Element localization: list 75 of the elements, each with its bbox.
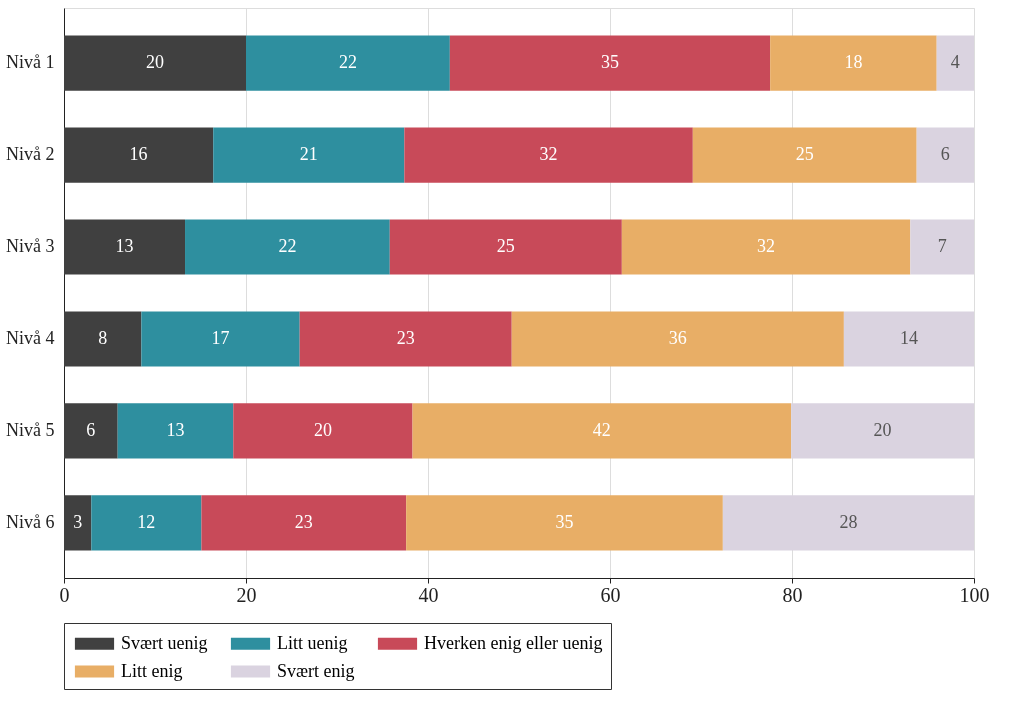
bar [910,219,974,275]
legend-label: Litt enig [121,660,183,681]
bar [449,35,771,91]
data-label: 32 [539,144,558,165]
legend-label: Svært uenig [121,632,208,653]
bar [64,35,246,91]
bar [412,403,792,459]
data-label: 13 [166,419,185,440]
bar [404,127,693,183]
x-tick-label: 60 [600,583,621,606]
y-tick-label: Nivå 3 [6,236,55,257]
data-label: 18 [844,52,863,73]
bar [406,495,723,551]
data-label: 36 [668,327,687,348]
data-label: 4 [950,52,960,73]
bar [389,219,622,275]
y-tick-label: Nivå 5 [6,419,55,440]
legend-label: Litt uenig [277,632,348,653]
bar [916,127,974,183]
data-label: 25 [795,144,814,165]
bar [843,311,974,367]
bar [692,127,917,183]
bar [64,127,214,183]
data-label: 16 [129,144,148,165]
data-label: 13 [115,236,134,257]
bar [511,311,844,367]
data-label: 23 [396,327,415,348]
bar [64,311,142,367]
data-label: 20 [873,419,892,440]
data-label: 35 [601,52,619,73]
y-tick-label: Nivå 1 [6,52,55,73]
data-label: 25 [496,236,515,257]
data-label: 35 [555,511,574,532]
x-tick-label: 40 [418,583,439,606]
bar [141,311,300,367]
legend-label: Hverken enig eller uenig [424,632,603,653]
data-label: 14 [899,327,918,348]
bar [621,219,911,275]
bar [233,403,413,459]
bar [185,219,390,275]
data-label: 6 [86,419,96,440]
bar [936,35,974,91]
data-label: 23 [294,511,313,532]
y-tick-label: Nivå 4 [6,327,55,348]
x-tick-label: 0 [59,583,70,606]
data-label: 7 [937,236,947,257]
x-tick-label: 100 [959,583,990,606]
x-tick-label: 20 [236,583,257,606]
data-label: 20 [313,419,332,440]
bar [213,127,405,183]
y-tick-label: Nivå 6 [6,511,55,532]
bar [299,311,512,367]
data-label: 17 [211,327,230,348]
legend-label: Svært enig [277,660,355,681]
data-label: 6 [940,144,950,165]
data-label: 21 [299,144,318,165]
data-label: 42 [592,419,611,440]
data-label: 20 [146,52,164,73]
x-tick-label: 80 [782,583,803,606]
bar [64,219,186,275]
bar [246,35,450,91]
bar [64,403,118,459]
bar [201,495,407,551]
data-label: 8 [98,327,108,348]
data-label: 32 [757,236,776,257]
bar [117,403,234,459]
data-label: 28 [839,511,858,532]
data-label: 22 [278,236,297,257]
bar [91,495,202,551]
y-tick-label: Nivå 2 [6,144,55,165]
data-label: 12 [137,511,156,532]
bar [770,35,937,91]
data-label: 3 [73,511,83,532]
bar [64,495,92,551]
data-label: 22 [338,52,357,73]
